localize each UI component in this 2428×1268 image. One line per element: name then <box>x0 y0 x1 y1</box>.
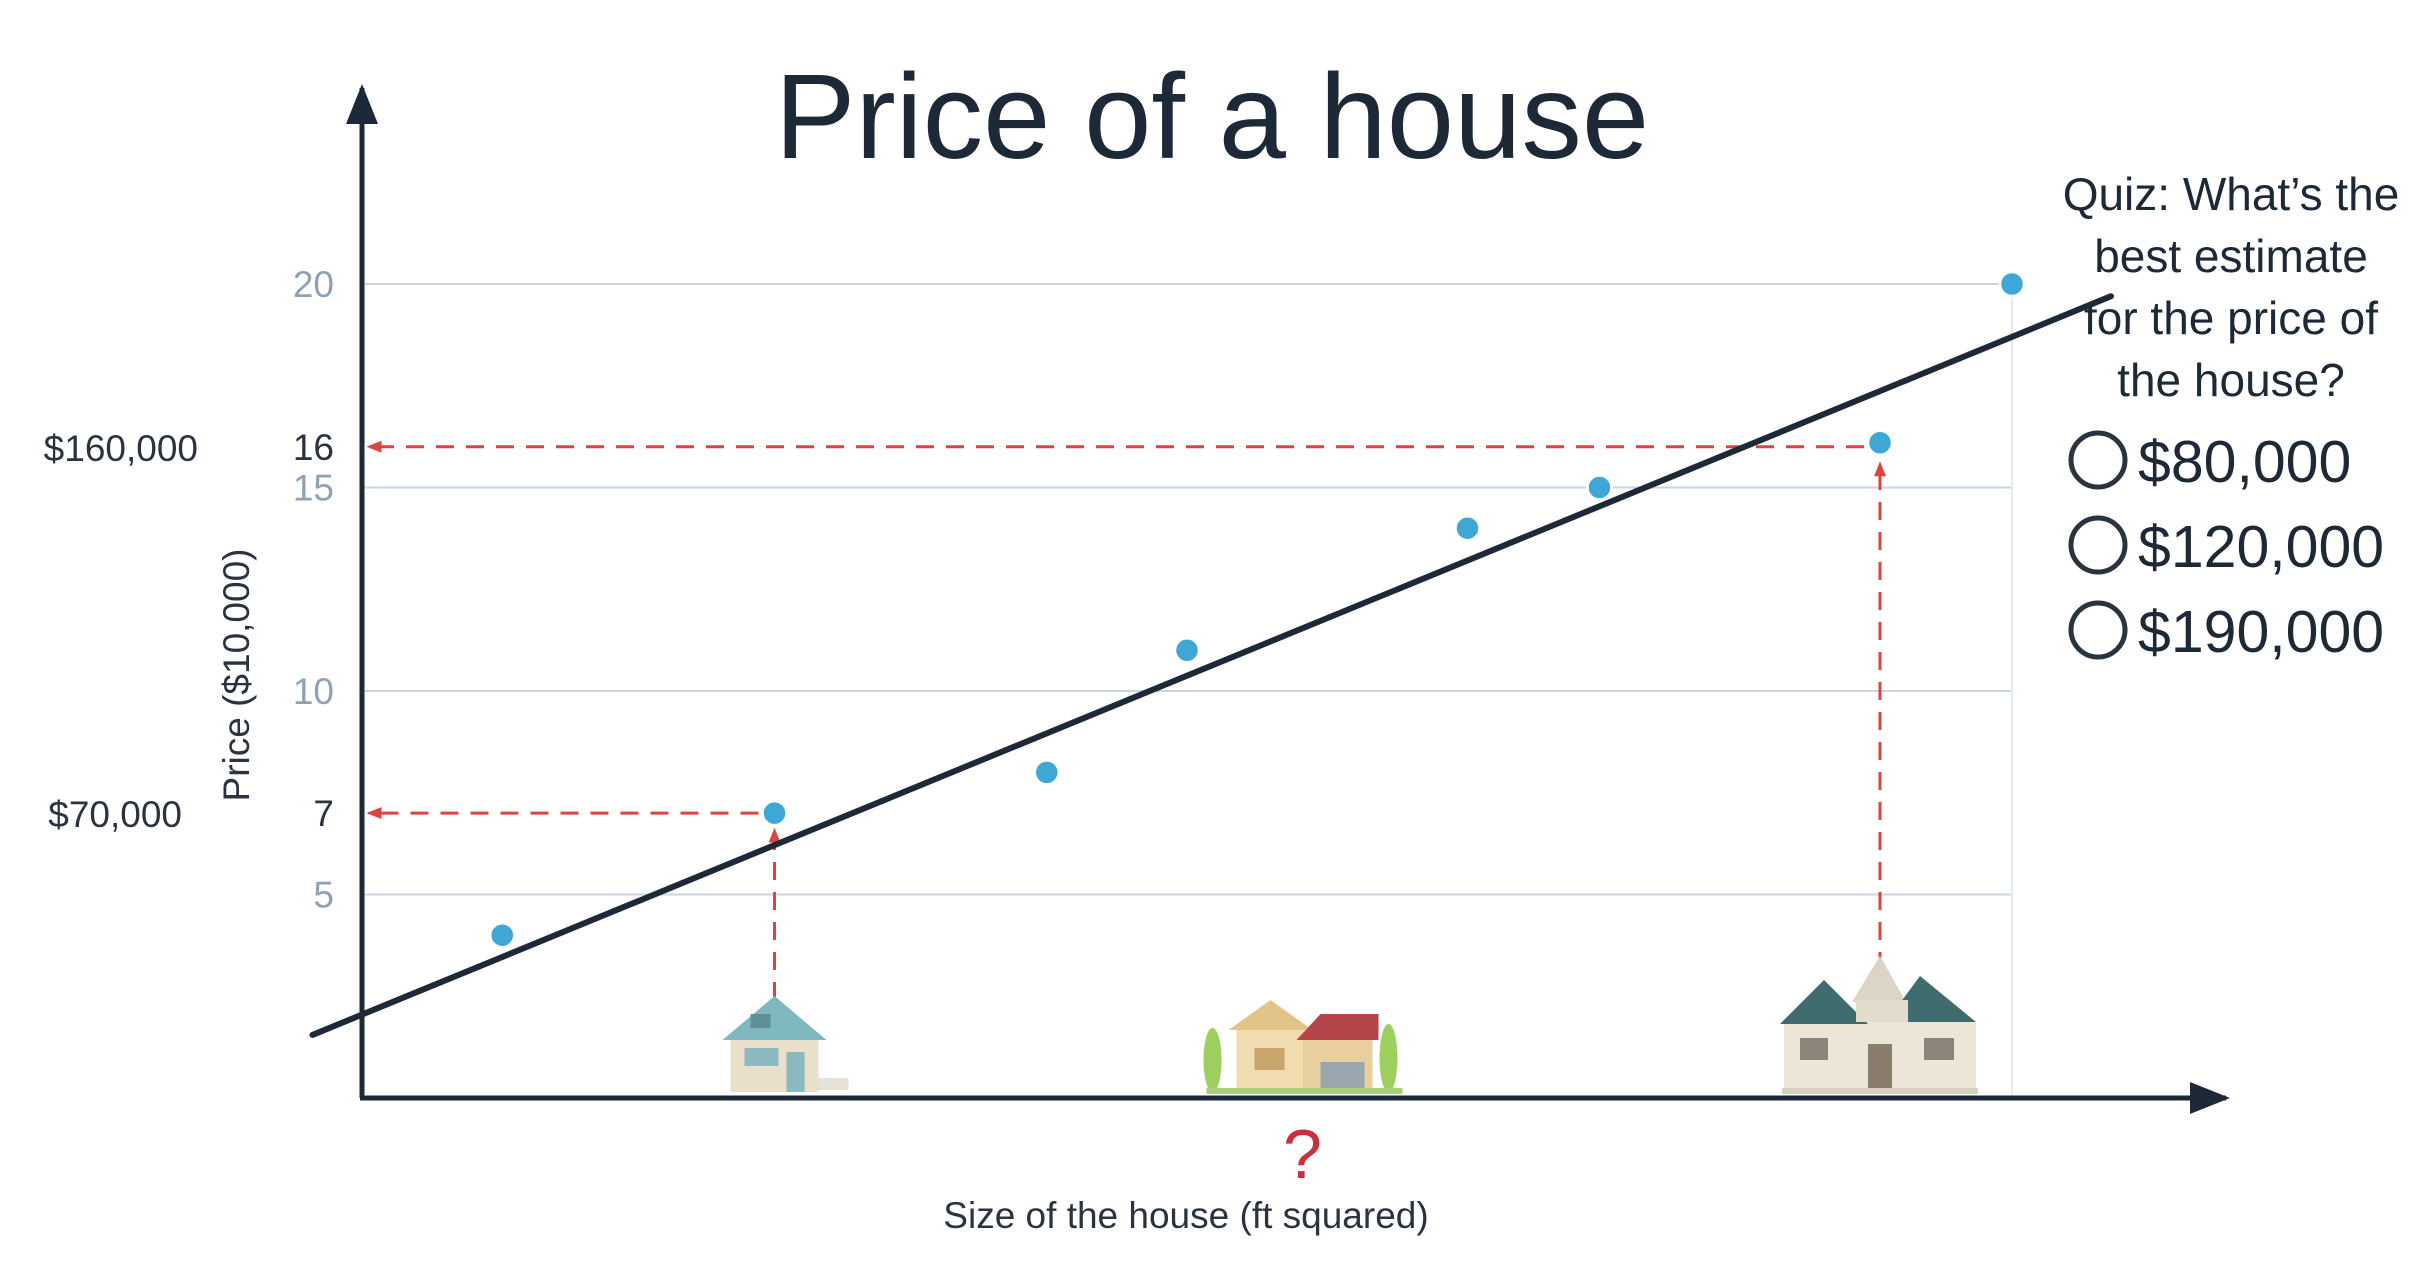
medium-house-icon <box>1203 1000 1403 1094</box>
price-label: $160,000 <box>44 428 198 469</box>
house-window <box>1800 1038 1828 1060</box>
house-roof-right <box>1886 976 1976 1022</box>
radio-button-icon[interactable] <box>2068 600 2128 660</box>
y-axis-label: Price ($10,000) <box>216 549 257 802</box>
y-tick-label: 20 <box>293 264 334 305</box>
house-illustrations <box>722 956 1978 1094</box>
trend-line-layer <box>309 293 2114 1038</box>
dashed-guides <box>366 440 1886 1000</box>
quiz-panel: Quiz: What’s the best estimate for the p… <box>2063 168 2400 665</box>
data-point <box>1454 514 1481 542</box>
y-tick-label: 7 <box>313 793 334 834</box>
y-tick-label: 15 <box>293 468 334 509</box>
tree-left <box>1203 1028 1222 1092</box>
trend-line <box>309 293 2114 1038</box>
house-roof <box>722 996 827 1040</box>
radio-button-icon[interactable] <box>2068 515 2128 575</box>
house-gable <box>1852 956 1906 1002</box>
lawn <box>1206 1088 1403 1094</box>
house-base <box>1782 1088 1978 1094</box>
house-garage <box>1320 1062 1365 1092</box>
data-point <box>761 799 788 827</box>
y-tick-label: 10 <box>293 671 334 712</box>
small-house-icon <box>722 996 849 1092</box>
y-tick-label: 16 <box>293 427 334 468</box>
quiz-question-line-1: Quiz: What’s the <box>2063 168 2400 220</box>
house-roof-left <box>1780 980 1868 1024</box>
quiz-question-line-3: for the price of <box>2084 292 2378 344</box>
data-point <box>1866 429 1894 456</box>
data-point <box>1998 270 2026 298</box>
quiz-question-line-2: best estimate <box>2094 230 2368 282</box>
house-roof-red <box>1296 1014 1379 1040</box>
data-point <box>1033 759 1060 786</box>
data-points <box>489 270 2026 949</box>
price-label: $70,000 <box>48 794 182 835</box>
grid <box>362 280 2013 1098</box>
house-window <box>750 1014 771 1028</box>
quiz-option-label: $190,000 <box>2138 599 2384 665</box>
house-window <box>1254 1048 1285 1070</box>
question-mark: ? <box>1283 1115 1322 1193</box>
house-window <box>744 1048 779 1066</box>
quiz-option-80000[interactable]: $80,000 <box>2068 429 2351 495</box>
house-tower <box>1856 1000 1908 1022</box>
data-point <box>1586 474 1613 501</box>
x-axis-label: Size of the house (ft squared) <box>943 1195 1428 1236</box>
house-door <box>786 1052 805 1092</box>
y-tick-label: 5 <box>313 875 334 916</box>
large-house-icon <box>1780 956 1978 1094</box>
tree-right <box>1379 1024 1398 1092</box>
chart-title: Price of a house <box>775 48 1649 184</box>
quiz-option-120000[interactable]: $120,000 <box>2068 514 2384 580</box>
quiz-option-label: $80,000 <box>2138 429 2351 495</box>
house-door <box>1868 1044 1892 1092</box>
house-window <box>1924 1038 1954 1060</box>
data-point <box>489 921 516 949</box>
house-fence <box>818 1078 849 1090</box>
house-roof <box>1228 1000 1313 1030</box>
data-point <box>1173 637 1201 664</box>
quiz-option-190000[interactable]: $190,000 <box>2068 599 2384 665</box>
quiz-option-label: $120,000 <box>2138 514 2384 580</box>
radio-button-icon[interactable] <box>2068 430 2128 490</box>
quiz-question-line-4: the house? <box>2117 354 2345 406</box>
